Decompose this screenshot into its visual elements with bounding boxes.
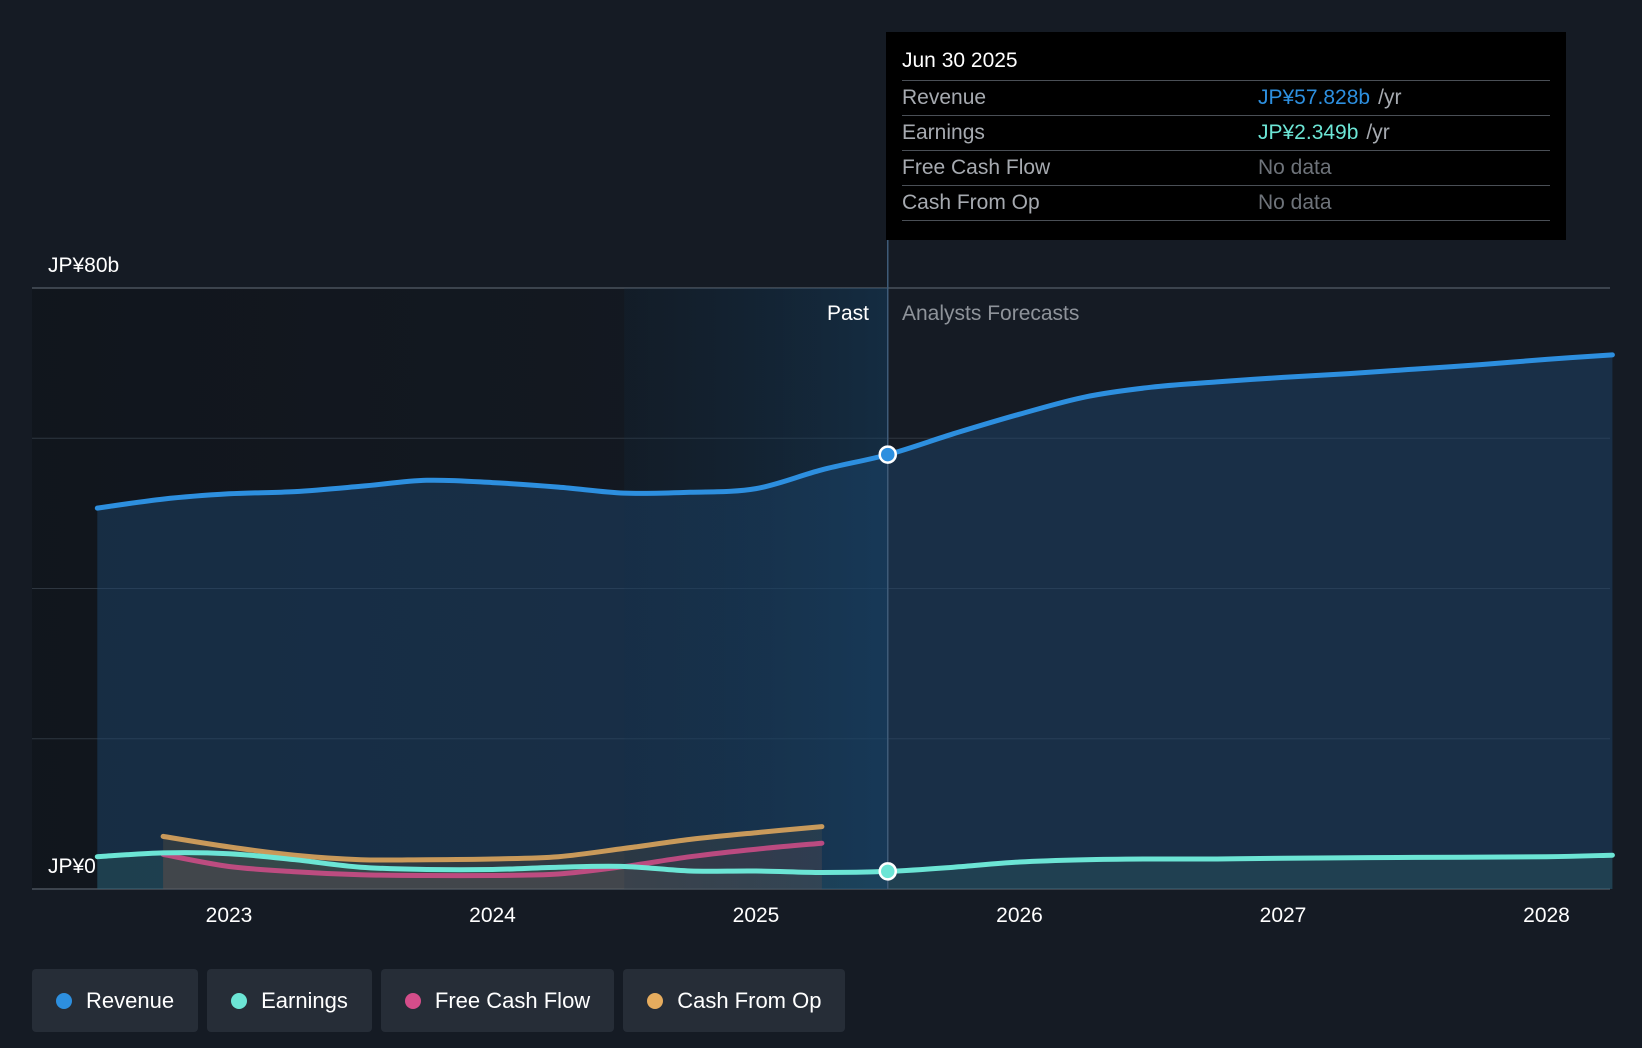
x-tick-label: 2024 (469, 904, 516, 927)
tooltip-row-free-cash-flow: Free Cash Flow No data (902, 150, 1550, 185)
past-label: Past (827, 302, 869, 325)
tooltip-label: Free Cash Flow (902, 156, 1051, 179)
tooltip-label: Cash From Op (902, 191, 1040, 214)
legend-item-revenue[interactable]: Revenue (32, 969, 199, 1032)
legend: Revenue Earnings Free Cash Flow Cash Fro… (32, 969, 846, 1032)
markers (878, 445, 897, 881)
legend-label: Cash From Op (677, 987, 822, 1013)
marker-earnings (878, 862, 897, 881)
x-tick-label: 2027 (1260, 904, 1307, 927)
tooltip-label: Revenue (902, 86, 987, 109)
y-tick-label: JP¥80b (48, 254, 119, 277)
tooltip-row-cash-from-op: Cash From Op No data (902, 185, 1550, 221)
legend-item-cash-from-op[interactable]: Cash From Op (623, 969, 846, 1032)
x-axis-labels: 2023 2024 2025 2026 2027 2028 (206, 904, 1570, 927)
tooltip-row-earnings: Earnings JP¥2.349b /yr (902, 115, 1550, 150)
legend-dot-icon (647, 992, 664, 1009)
x-tick-label: 2025 (733, 904, 780, 927)
forecast-label: Analysts Forecasts (902, 302, 1079, 325)
marker-revenue (878, 445, 897, 464)
line-free-cash-flow (160, 840, 825, 879)
tooltip-value: No data (1258, 156, 1332, 179)
x-tick-label: 2026 (996, 904, 1043, 927)
area-earnings (97, 852, 1613, 889)
legend-dot-icon (56, 992, 72, 1009)
legend-item-free-cash-flow[interactable]: Free Cash Flow (380, 969, 615, 1032)
tooltip-row-revenue: Revenue JP¥57.828b /yr (902, 80, 1550, 115)
series-lines (94, 352, 1615, 879)
line-revenue (94, 352, 1615, 511)
x-tick-label: 2023 (206, 904, 253, 927)
y-tick-label: JP¥0 (48, 855, 96, 878)
line-cash-from-op (160, 824, 825, 863)
tooltip-label: Earnings (902, 121, 985, 144)
x-tick-label: 2028 (1523, 904, 1570, 927)
tooltip: Jun 30 2025 Revenue JP¥57.828b /yr Earni… (886, 32, 1566, 240)
tooltip-value: JP¥57.828b (1258, 86, 1371, 109)
tooltip-unit: /yr (1366, 121, 1390, 144)
legend-label: Earnings (261, 987, 348, 1013)
tooltip-unit: /yr (1378, 86, 1402, 109)
past-highlight-region (624, 288, 888, 889)
legend-item-earnings[interactable]: Earnings (207, 969, 372, 1032)
tooltip-value: JP¥2.349b (1258, 121, 1359, 144)
y-axis-labels: JP¥0 JP¥80b (48, 254, 119, 878)
line-earnings (94, 850, 1615, 876)
legend-dot-icon (231, 992, 248, 1009)
legend-dot-icon (404, 992, 421, 1009)
legend-label: Free Cash Flow (434, 987, 591, 1013)
legend-label: Revenue (86, 987, 175, 1013)
tooltip-value: No data (1258, 191, 1332, 214)
tooltip-date: Jun 30 2025 (902, 49, 1018, 72)
